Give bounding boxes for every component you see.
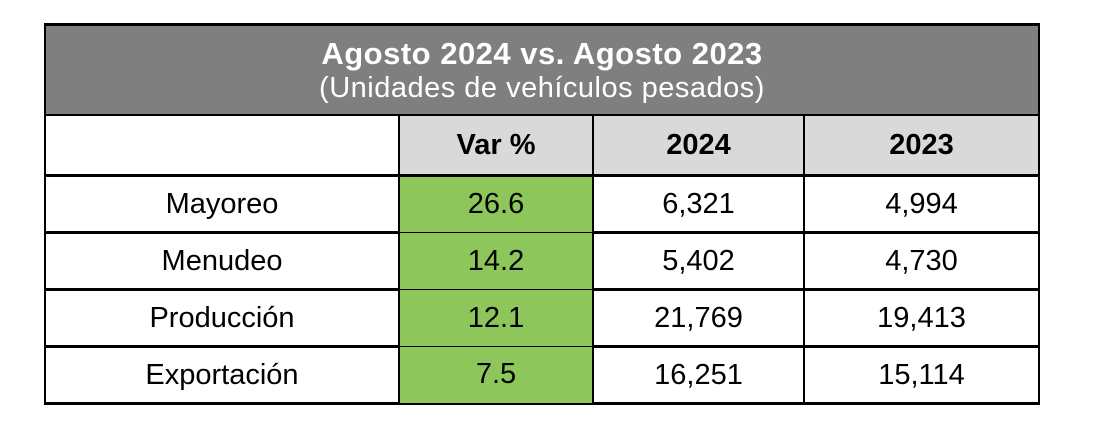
table-row-mayoreo: Mayoreo 26.6 6,321 4,994 (44, 174, 1040, 234)
value-cell-2023: 4,994 (803, 174, 1040, 234)
var-cell: 12.1 (398, 289, 594, 347)
row-label: Exportación (44, 345, 400, 405)
value-cell-2023: 19,413 (803, 288, 1040, 348)
column-header-var: Var % (398, 114, 594, 177)
column-header-2023: 2023 (803, 114, 1040, 177)
value-cell-2024: 16,251 (592, 345, 805, 405)
table-row-menudeo: Menudeo 14.2 5,402 4,730 (44, 231, 1040, 291)
table-title-cell: Agosto 2024 vs. Agosto 2023 (Unidades de… (44, 23, 1040, 116)
value-cell-2023: 15,114 (803, 345, 1040, 405)
row-label: Menudeo (44, 231, 400, 291)
table-row-exportacion: Exportación 7.5 16,251 15,114 (44, 345, 1040, 405)
table-title: Agosto 2024 vs. Agosto 2023 (321, 35, 763, 71)
table-row-produccion: Producción 12.1 21,769 19,413 (44, 288, 1040, 348)
table-subtitle: (Unidades de vehículos pesados) (319, 72, 765, 105)
value-cell-2024: 21,769 (592, 288, 805, 348)
row-label: Mayoreo (44, 174, 400, 234)
row-label: Producción (44, 288, 400, 348)
comparison-table: Agosto 2024 vs. Agosto 2023 (Unidades de… (44, 23, 1040, 405)
var-cell: 26.6 (398, 175, 594, 233)
header-row: Var % 2024 2023 (44, 114, 1040, 177)
var-cell: 7.5 (398, 346, 594, 404)
value-cell-2024: 5,402 (592, 231, 805, 291)
value-cell-2023: 4,730 (803, 231, 1040, 291)
value-cell-2024: 6,321 (592, 174, 805, 234)
var-cell: 14.2 (398, 232, 594, 290)
corner-cell (44, 114, 400, 177)
title-row: Agosto 2024 vs. Agosto 2023 (Unidades de… (44, 23, 1040, 116)
column-header-2024: 2024 (592, 114, 805, 177)
